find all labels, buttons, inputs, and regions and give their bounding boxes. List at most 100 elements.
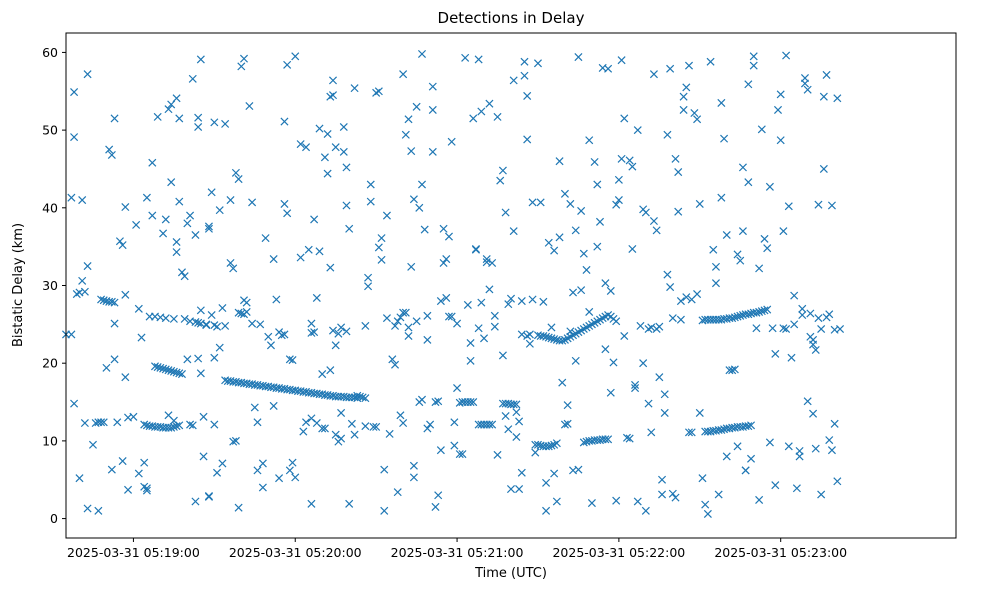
data-point [542, 332, 551, 341]
data-point [280, 117, 289, 126]
data-point [210, 118, 219, 127]
data-point [169, 367, 178, 376]
data-point [485, 285, 494, 294]
data-point [382, 211, 391, 220]
data-point [407, 262, 416, 271]
data-point [814, 200, 823, 209]
data-point [836, 324, 845, 334]
data-point [323, 129, 332, 139]
data-point [377, 234, 386, 243]
data-point [388, 355, 397, 364]
data-point [121, 373, 130, 382]
data-point [612, 317, 621, 326]
data-point [528, 198, 537, 207]
data-point [258, 483, 267, 492]
y-tick-label: 10 [42, 433, 58, 448]
data-point [204, 224, 213, 233]
data-point [124, 485, 133, 494]
data-point [215, 343, 224, 352]
data-point [328, 91, 338, 100]
data-point [773, 105, 783, 114]
data-point [817, 324, 826, 334]
data-point [161, 215, 170, 224]
data-point [132, 220, 141, 229]
data-point [617, 154, 626, 163]
data-point [453, 319, 462, 328]
data-point [639, 359, 648, 368]
data-point [819, 164, 828, 173]
x-tick-label: 2025-03-31 05:22:00 [552, 545, 685, 560]
data-point [307, 328, 316, 337]
data-point [555, 233, 564, 242]
data-point [280, 330, 289, 339]
data-point [533, 440, 542, 449]
data-point [523, 135, 532, 144]
data-point [466, 398, 475, 407]
data-point [213, 468, 222, 477]
data-point [474, 55, 483, 64]
data-point [320, 153, 329, 162]
data-point [169, 416, 178, 425]
data-point [647, 323, 656, 332]
data-point [70, 399, 79, 408]
data-point [269, 255, 278, 264]
data-point [191, 230, 200, 240]
data-point [733, 312, 742, 321]
y-tick-label: 40 [42, 200, 58, 215]
data-point [658, 475, 667, 484]
data-point [417, 180, 427, 189]
data-point [442, 293, 451, 302]
data-point [258, 459, 267, 468]
data-point [83, 262, 92, 271]
data-point [752, 308, 761, 317]
data-point [328, 326, 338, 335]
data-point [647, 428, 656, 437]
data-point [164, 366, 173, 375]
data-point [536, 198, 545, 207]
data-point [70, 88, 79, 97]
data-point [342, 163, 351, 172]
data-point [701, 500, 710, 509]
data-point [231, 436, 240, 445]
data-point [684, 428, 694, 437]
data-point [134, 469, 143, 478]
x-tick-label: 2025-03-31 05:19:00 [67, 545, 200, 560]
data-point [563, 419, 572, 428]
data-point [337, 323, 346, 332]
data-point [439, 224, 448, 233]
data-point [671, 493, 680, 502]
data-point [768, 324, 777, 333]
data-point [574, 465, 583, 474]
data-point [169, 422, 178, 431]
data-point [436, 446, 445, 455]
data-point [682, 83, 691, 92]
data-point [736, 311, 745, 320]
data-point [493, 450, 502, 459]
data-point [328, 76, 338, 85]
x-tick-label: 2025-03-31 05:20:00 [229, 545, 362, 560]
y-axis-label: Bistatic Delay (km) [11, 223, 26, 347]
data-point [733, 250, 742, 259]
data-point [744, 310, 753, 319]
data-point [423, 335, 432, 344]
data-point [811, 345, 820, 355]
data-point [517, 468, 526, 477]
data-point [307, 499, 316, 508]
data-point [167, 366, 176, 375]
data-point [779, 324, 788, 333]
data-point [552, 439, 561, 448]
data-point [280, 199, 289, 208]
data-point [382, 314, 391, 323]
data-point [355, 392, 364, 401]
x-tick-label: 2025-03-31 05:21:00 [391, 545, 524, 560]
data-point [134, 304, 143, 313]
data-point [528, 295, 537, 304]
data-point [404, 331, 413, 341]
y-tick-label: 60 [42, 45, 58, 60]
data-point [248, 319, 257, 328]
data-point [542, 506, 551, 515]
data-point [78, 276, 87, 285]
data-point [105, 145, 114, 154]
data-point [738, 227, 747, 236]
data-point [687, 428, 696, 437]
